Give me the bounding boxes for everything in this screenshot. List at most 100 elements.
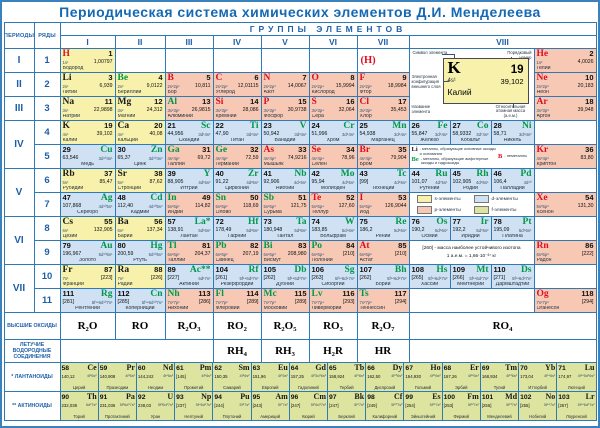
- row-number-9: 9: [34, 241, 61, 265]
- atomic-number: 39: [167, 169, 176, 178]
- atomic-number: 115: [294, 289, 307, 298]
- element-symbol: Fl: [215, 289, 224, 299]
- atomic-number: 43: [359, 169, 368, 178]
- electron-config: 6s²6p¹: [167, 251, 180, 257]
- page-title: Периодическая система химических элемент…: [59, 4, 541, 20]
- electron-config: 4f⁵6s²: [201, 373, 212, 378]
- block-legend-item: d-элементы: [473, 195, 527, 203]
- element-Ts: Ts 117 7s²7p⁵ [294] Теннессин: [357, 289, 410, 313]
- element-symbol: Rh: [476, 169, 489, 179]
- element-name: Молибден: [320, 185, 346, 191]
- atomic-mass: [145]: [176, 373, 186, 379]
- element-symbol: Zr: [247, 169, 259, 179]
- groups-header: ГРУППЫ ЭЛЕМЕНТОВ: [60, 23, 597, 36]
- element-Pm: 61 Pm [145] 4f⁵6s² Прометий: [175, 363, 214, 391]
- atomic-number: 42: [311, 169, 320, 178]
- element-name: Торий: [73, 413, 85, 419]
- element-name: Висмут: [263, 257, 282, 263]
- electron-config: 5f¹⁴6d⁶7s²: [428, 275, 448, 281]
- block-legend-item: p-элементы: [416, 206, 470, 214]
- atomic-mass: 158,924: [329, 373, 345, 379]
- legend-text: - неметаллы: [504, 153, 528, 159]
- period-II: II: [4, 73, 35, 97]
- legend-number-label: Порядковый номер: [507, 50, 532, 59]
- element-name: Лоуренсий: [565, 413, 587, 419]
- electron-config: 5d⁷6s²: [476, 227, 489, 233]
- element-Cf: 98 Cf [249] 5f¹⁰7s² Калифорний: [366, 392, 405, 420]
- electron-config: 5s²5p¹: [167, 203, 180, 209]
- element-name: Литий: [62, 89, 77, 95]
- electron-config: 6d¹7s²: [198, 275, 211, 281]
- element-name: Сиборгий: [321, 281, 345, 287]
- element-symbol: H: [62, 49, 70, 59]
- element-name: Кадмий: [130, 209, 150, 215]
- element-name: Натрий: [62, 113, 81, 119]
- element-name: Технеций: [371, 185, 395, 191]
- atomic-mass: 208,980: [287, 250, 307, 257]
- atomic-mass: [255]: [520, 402, 530, 408]
- atomic-mass: 32,064: [338, 106, 355, 113]
- element-symbol: K: [62, 121, 70, 131]
- element-Ca: Ca 20 4s² 40,08 Кальций: [115, 121, 166, 145]
- atomic-number: 94: [214, 394, 222, 401]
- electron-config: 5s²5p⁴: [311, 203, 325, 209]
- legend-symbol-label: Символ элемента: [412, 50, 448, 55]
- electron-config: 5f¹⁴6d⁸7s²: [512, 275, 532, 281]
- atomic-number: 99: [405, 394, 413, 401]
- atomic-mass: 231,036: [99, 402, 116, 408]
- electron-config: 5f¹²7s²: [467, 402, 479, 407]
- atomic-number: 96: [290, 394, 299, 401]
- atomic-mass: 162,50: [367, 373, 381, 379]
- element-name: Иттербий: [528, 384, 547, 390]
- atomic-number: 57: [167, 217, 176, 226]
- element-Ge: Ge 32 4s²4p² 72,59 Германий: [213, 145, 262, 169]
- electron-config: 7s²: [117, 275, 124, 281]
- element-Nd: 60 Nd 144,242 4f⁴6s² Неодим: [136, 363, 176, 391]
- element-name: Ливерморий: [311, 305, 342, 311]
- element-Co: 27 Co 58,9332 3d⁷4s² Кобальт: [450, 121, 492, 145]
- element-symbol: S: [311, 97, 317, 107]
- oxide-formula: RO: [115, 313, 166, 340]
- element-symbol: Ag: [100, 193, 113, 203]
- element-name: Бор: [167, 89, 177, 95]
- atomic-number: 2: [589, 49, 594, 58]
- electron-config: 6s²6p⁵: [359, 251, 373, 257]
- element-symbol: La*: [194, 217, 211, 227]
- atomic-mass: [281]: [62, 298, 75, 305]
- electron-config: 1s²: [536, 59, 543, 65]
- element-symbol: Ru: [435, 169, 448, 179]
- element-name: Олово: [215, 209, 232, 215]
- legend-mass-label: Относительная атомная масса (а.е.м.): [495, 103, 526, 119]
- atomic-number: 34: [346, 145, 355, 154]
- atomic-mass: 40,08: [149, 130, 163, 137]
- electron-config: 4s²: [117, 131, 124, 137]
- element-symbol: U: [167, 392, 174, 401]
- atomic-mass: 186,2: [359, 226, 373, 233]
- element-symbol: Ir: [480, 217, 489, 227]
- electron-config: 3s²3p⁶: [536, 107, 550, 113]
- lanthanides-row: 58 Ce 140,12 4f²6s² Церий 59 Pr 140,908 4f³6s² Пр…: [60, 363, 597, 392]
- element-Hs: 108 Hs [265] 5f¹⁴6d⁶7s² Хассий: [409, 265, 451, 289]
- atomic-number: 29: [62, 145, 71, 154]
- element-symbol: (H): [360, 55, 376, 66]
- electron-config: 5f¹⁴6d⁷7s²: [469, 275, 489, 281]
- element-Th: 90 Th 232,038 6d²7s² Торий: [60, 392, 99, 420]
- metal-legend-left: Li - металлы, образующие основные оксиды …: [412, 147, 497, 165]
- empty-cell: [309, 49, 358, 73]
- element-Y: 39 Y 88,905 4d¹5s² Иттрий: [165, 169, 214, 193]
- electron-config: 5f³6d¹7s²: [157, 402, 174, 407]
- element-W: 74 W 183,85 5d⁴6s² Вольфрам: [309, 217, 358, 241]
- atomic-number: 33: [298, 145, 307, 154]
- atomic-mass: 10,811: [195, 82, 211, 89]
- element-symbol: B: [167, 73, 174, 83]
- empty-cell: [60, 340, 214, 363]
- element-K: K 19 4s¹ 39,102 Калий: [60, 121, 116, 145]
- element-name: Индий: [167, 209, 183, 215]
- element-name: Иод: [359, 209, 370, 215]
- element-Sn: Sn 50 5s²5p² 118,69 Олово: [213, 193, 262, 217]
- atomic-mass: 126,9044: [384, 202, 407, 209]
- element-Ac**: 89 Ac** [227] 6d¹7s² Актиний: [165, 265, 214, 289]
- element-name: Углерод: [215, 89, 235, 95]
- atomic-mass: 157,25: [290, 373, 304, 379]
- atomic-number: 53: [398, 193, 407, 202]
